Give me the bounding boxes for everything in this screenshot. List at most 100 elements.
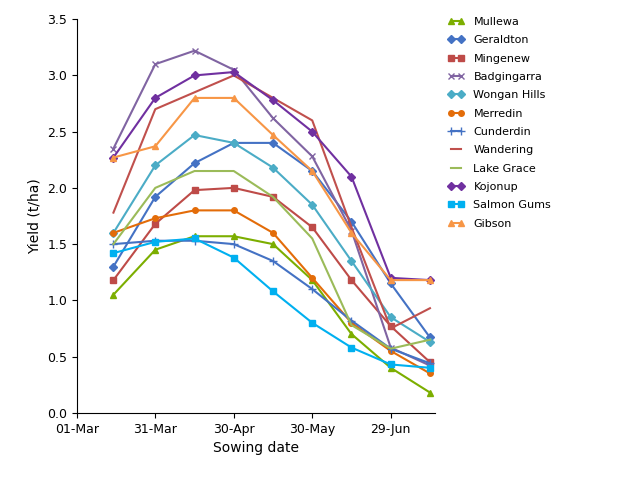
- Lake Grace: [348, 322, 355, 328]
- Line: Gibson: Gibson: [111, 95, 433, 283]
- Mingenew: [269, 194, 277, 200]
- Cunderdin: [191, 238, 198, 244]
- Wandering: [230, 72, 237, 78]
- Salmon Gums: [230, 255, 237, 261]
- Merredin: [152, 216, 159, 221]
- Badgingarra: [269, 115, 277, 121]
- Lake Grace: [387, 346, 395, 351]
- Legend: Mullewa, Geraldton, Mingenew, Badgingarra, Wongan Hills, Merredin, Cunderdin, Wa: Mullewa, Geraldton, Mingenew, Badgingarr…: [448, 17, 551, 228]
- Gibson: [191, 95, 198, 101]
- Mingenew: [152, 221, 159, 227]
- Mullewa: [387, 365, 395, 371]
- Geraldton: [308, 168, 316, 174]
- Mullewa: [109, 292, 117, 298]
- Geraldton: [426, 335, 434, 340]
- Line: Geraldton: Geraldton: [111, 140, 433, 340]
- Wongan Hills: [269, 165, 277, 170]
- Y-axis label: Yield (t/ha): Yield (t/ha): [28, 178, 42, 254]
- Mullewa: [348, 331, 355, 337]
- Wandering: [152, 106, 159, 112]
- Line: Merredin: Merredin: [111, 207, 433, 376]
- Lake Grace: [426, 337, 434, 343]
- Lake Grace: [191, 168, 198, 174]
- Cunderdin: [152, 238, 159, 244]
- Kojonup: [152, 95, 159, 101]
- Cunderdin: [308, 286, 316, 292]
- Wongan Hills: [191, 132, 198, 138]
- Wandering: [269, 95, 277, 101]
- Mingenew: [109, 277, 117, 283]
- Salmon Gums: [269, 288, 277, 294]
- Wongan Hills: [308, 202, 316, 208]
- Salmon Gums: [426, 365, 434, 371]
- Merredin: [269, 230, 277, 236]
- Gibson: [109, 155, 117, 160]
- Mingenew: [387, 324, 395, 329]
- Mingenew: [191, 187, 198, 193]
- Geraldton: [269, 140, 277, 146]
- Geraldton: [109, 264, 117, 269]
- Cunderdin: [230, 241, 237, 247]
- Cunderdin: [387, 346, 395, 351]
- Salmon Gums: [109, 250, 117, 256]
- Line: Mullewa: Mullewa: [111, 233, 433, 396]
- Mingenew: [426, 360, 434, 365]
- Kojonup: [387, 275, 395, 281]
- Gibson: [269, 132, 277, 138]
- Geraldton: [387, 281, 395, 287]
- Wongan Hills: [230, 140, 237, 146]
- Line: Mingenew: Mingenew: [111, 185, 433, 365]
- Wandering: [308, 118, 316, 123]
- Kojonup: [348, 174, 355, 180]
- Gibson: [308, 168, 316, 174]
- Geraldton: [230, 140, 237, 146]
- Kojonup: [109, 155, 117, 160]
- Merredin: [230, 207, 237, 213]
- Line: Salmon Gums: Salmon Gums: [111, 236, 433, 371]
- Mingenew: [308, 224, 316, 230]
- Wongan Hills: [348, 258, 355, 264]
- Wongan Hills: [152, 163, 159, 168]
- Line: Wandering: Wandering: [113, 75, 430, 328]
- Lake Grace: [152, 185, 159, 191]
- Merredin: [109, 230, 117, 236]
- Wandering: [348, 224, 355, 230]
- Gibson: [387, 277, 395, 283]
- Line: Cunderdin: Cunderdin: [109, 237, 434, 368]
- Gibson: [230, 95, 237, 101]
- Cunderdin: [426, 360, 434, 366]
- Wandering: [387, 325, 395, 331]
- Cunderdin: [348, 318, 355, 324]
- Kojonup: [426, 277, 434, 283]
- Mingenew: [348, 277, 355, 283]
- Salmon Gums: [152, 239, 159, 245]
- Merredin: [308, 275, 316, 281]
- Geraldton: [152, 194, 159, 200]
- Lake Grace: [109, 241, 117, 247]
- Mullewa: [308, 277, 316, 283]
- Lake Grace: [308, 236, 316, 241]
- Salmon Gums: [348, 345, 355, 350]
- Gibson: [152, 144, 159, 149]
- Salmon Gums: [191, 236, 198, 241]
- Geraldton: [191, 160, 198, 166]
- Badgingarra: [308, 154, 316, 159]
- Kojonup: [191, 72, 198, 78]
- Mullewa: [269, 241, 277, 247]
- Merredin: [191, 207, 198, 213]
- Wandering: [191, 89, 198, 95]
- Badgingarra: [109, 145, 117, 151]
- Cunderdin: [109, 241, 117, 247]
- Badgingarra: [426, 363, 434, 369]
- Geraldton: [348, 219, 355, 225]
- Wongan Hills: [387, 314, 395, 320]
- Line: Badgingarra: Badgingarra: [110, 47, 433, 369]
- Mingenew: [230, 185, 237, 191]
- Kojonup: [230, 69, 237, 75]
- Gibson: [348, 230, 355, 236]
- X-axis label: Sowing date: Sowing date: [213, 441, 299, 455]
- Badgingarra: [348, 228, 355, 233]
- Mullewa: [152, 247, 159, 252]
- Lake Grace: [230, 168, 237, 174]
- Badgingarra: [191, 48, 198, 54]
